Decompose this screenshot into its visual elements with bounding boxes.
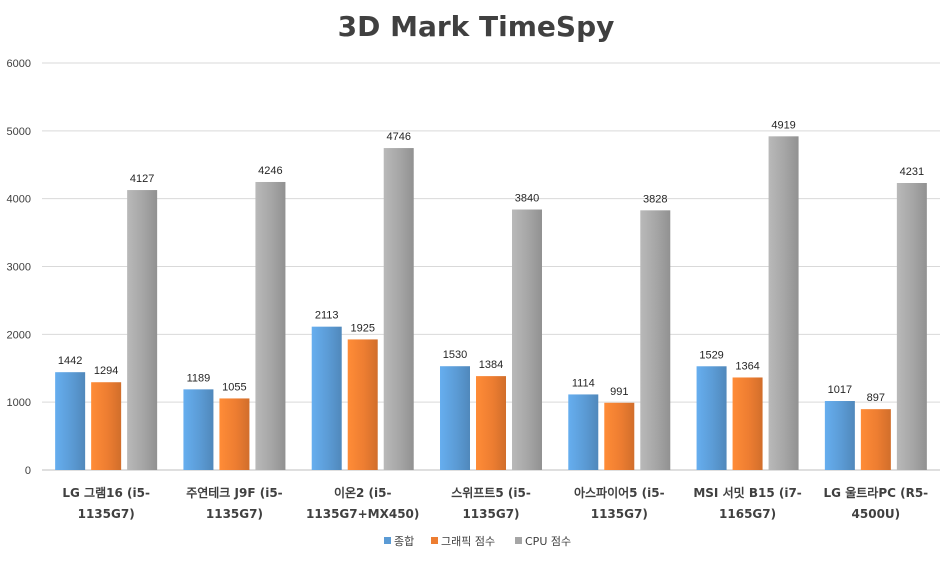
x-category-label: LG 그램16 (i5-	[62, 485, 150, 500]
category-labels: LG 그램16 (i5- 1135G7) 주연테크 J9F (i5- 1135G7) 이…	[62, 485, 928, 521]
data-label: 1384	[479, 359, 503, 371]
y-tick-label: 6000	[7, 58, 31, 70]
data-label: 2113	[315, 310, 339, 322]
x-category-label: 1135G7)	[206, 507, 263, 521]
data-label: 3840	[515, 193, 539, 205]
data-label: 1294	[94, 365, 118, 377]
legend-label: CPU 점수	[525, 535, 571, 548]
x-category-label: 이온2 (i5-	[334, 485, 392, 500]
bar	[219, 398, 250, 470]
data-label: 1364	[735, 360, 759, 372]
data-label: 4746	[386, 131, 410, 143]
data-label: 1017	[828, 384, 852, 396]
data-label: 3828	[643, 193, 667, 205]
data-label: 4127	[130, 173, 154, 185]
bar	[860, 409, 891, 470]
bar	[512, 209, 542, 470]
legend-label: 종합	[394, 535, 414, 548]
y-tick-label: 3000	[7, 262, 31, 274]
bar	[347, 339, 378, 470]
y-tick-label: 1000	[7, 397, 31, 409]
x-category-label: 1135G7+MX450)	[306, 507, 419, 521]
bars	[55, 136, 927, 471]
x-category-label: 1135G7)	[462, 507, 519, 521]
y-tick-label: 0	[25, 465, 31, 477]
legend-swatch	[384, 537, 391, 544]
bar	[55, 372, 86, 470]
data-label: 4919	[771, 119, 795, 131]
bar	[824, 401, 855, 470]
y-axis-ticks: 0 1000 2000 3000 4000 5000 6000	[7, 58, 31, 477]
legend-swatch	[431, 537, 438, 544]
x-category-label: 1165G7)	[719, 507, 776, 521]
data-label: 897	[867, 392, 885, 404]
x-category-label: 1135G7)	[78, 507, 135, 521]
bar	[183, 389, 214, 470]
bar	[440, 366, 470, 470]
x-category-label: 주연테크 J9F (i5-	[186, 485, 282, 500]
legend: 종합 그래픽 점수 CPU 점수	[384, 535, 571, 548]
bar	[383, 148, 414, 471]
data-label: 1529	[699, 349, 723, 361]
bar	[311, 326, 342, 470]
bar	[568, 394, 599, 470]
bar	[604, 402, 635, 470]
x-category-label: 아스파이어5 (i5-	[574, 485, 665, 500]
x-category-label: LG 울트라PC (R5-	[824, 485, 929, 500]
data-label: 4231	[900, 166, 924, 178]
bar	[91, 382, 122, 470]
x-category-label: MSI 서밋 B15 (i7-	[693, 485, 801, 500]
chart-title: 3D Mark TimeSpy	[337, 10, 615, 43]
x-category-label: 1135G7)	[591, 507, 648, 521]
data-label: 1114	[572, 377, 595, 389]
bar	[255, 181, 286, 470]
y-tick-label: 2000	[7, 329, 31, 341]
data-labels: 1442 1294 4127 1189 1055 4246 2113 1925 4746 1530…	[58, 119, 924, 404]
legend-swatch	[515, 537, 522, 544]
bar	[896, 182, 927, 470]
bar	[640, 210, 671, 471]
bar	[127, 190, 158, 471]
x-category-label: 4500U)	[852, 507, 901, 521]
bar	[696, 366, 727, 470]
y-tick-label: 4000	[7, 194, 31, 206]
data-label: 1055	[222, 381, 246, 393]
bar	[768, 136, 799, 471]
bar	[476, 376, 506, 470]
bar	[732, 377, 763, 470]
x-category-label: 스위프트5 (i5-	[451, 486, 531, 500]
data-label: 1189	[187, 372, 211, 384]
data-label: 4246	[258, 165, 282, 177]
legend-label: 그래픽 점수	[441, 535, 495, 548]
data-label: 1442	[58, 355, 82, 367]
data-label: 991	[610, 386, 628, 398]
data-label: 1925	[350, 322, 374, 334]
data-label: 1530	[443, 349, 467, 361]
y-tick-label: 5000	[7, 126, 31, 138]
